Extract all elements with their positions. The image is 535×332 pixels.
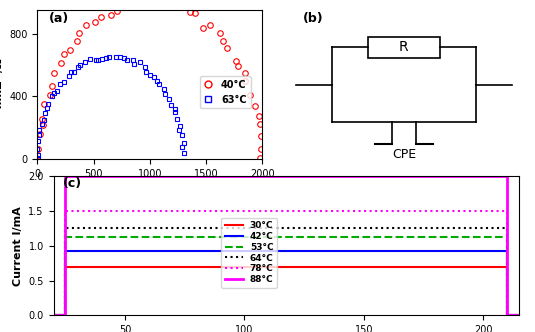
53°C [62, 313, 68, 317]
X-axis label: Re.Z’/Ω: Re.Z’/Ω [127, 185, 173, 195]
53°C [50, 313, 57, 317]
30°C [50, 313, 57, 317]
Y-axis label: -Im.Z’’/Ω: -Im.Z’’/Ω [0, 57, 4, 112]
Text: (b): (b) [303, 12, 324, 25]
53°C [62, 235, 68, 239]
64°C [62, 313, 68, 317]
53°C [504, 313, 510, 317]
Line: 53°C: 53°C [54, 237, 519, 315]
42°C [62, 249, 68, 253]
Text: (c): (c) [63, 177, 82, 190]
88°C [62, 174, 68, 178]
Line: 42°C: 42°C [54, 251, 519, 315]
78°C [62, 313, 68, 317]
78°C [50, 313, 57, 317]
53°C [504, 235, 510, 239]
Text: (a): (a) [49, 12, 69, 25]
Y-axis label: Current I/mA: Current I/mA [13, 206, 23, 286]
88°C [516, 313, 522, 317]
53°C [516, 313, 522, 317]
Line: 30°C: 30°C [54, 267, 519, 315]
42°C [504, 249, 510, 253]
30°C [504, 265, 510, 269]
78°C [516, 313, 522, 317]
Line: 64°C: 64°C [54, 228, 519, 315]
64°C [504, 313, 510, 317]
88°C [504, 313, 510, 317]
Line: 88°C: 88°C [54, 176, 519, 315]
30°C [516, 313, 522, 317]
42°C [62, 313, 68, 317]
78°C [62, 209, 68, 213]
42°C [516, 313, 522, 317]
88°C [504, 174, 510, 178]
Text: CPE: CPE [392, 148, 416, 161]
78°C [504, 209, 510, 213]
88°C [62, 313, 68, 317]
Bar [368, 37, 440, 58]
64°C [62, 226, 68, 230]
Text: R: R [399, 40, 409, 54]
Legend: 30°C, 42°C, 53°C, 64°C, 78°C, 88°C: 30°C, 42°C, 53°C, 64°C, 78°C, 88°C [221, 217, 277, 288]
Line: 78°C: 78°C [54, 211, 519, 315]
Legend: 40°C, 63°C: 40°C, 63°C [200, 76, 250, 109]
30°C [504, 313, 510, 317]
64°C [50, 313, 57, 317]
88°C [50, 313, 57, 317]
42°C [50, 313, 57, 317]
78°C [504, 313, 510, 317]
42°C [504, 313, 510, 317]
64°C [516, 313, 522, 317]
64°C [504, 226, 510, 230]
30°C [62, 265, 68, 269]
30°C [62, 313, 68, 317]
